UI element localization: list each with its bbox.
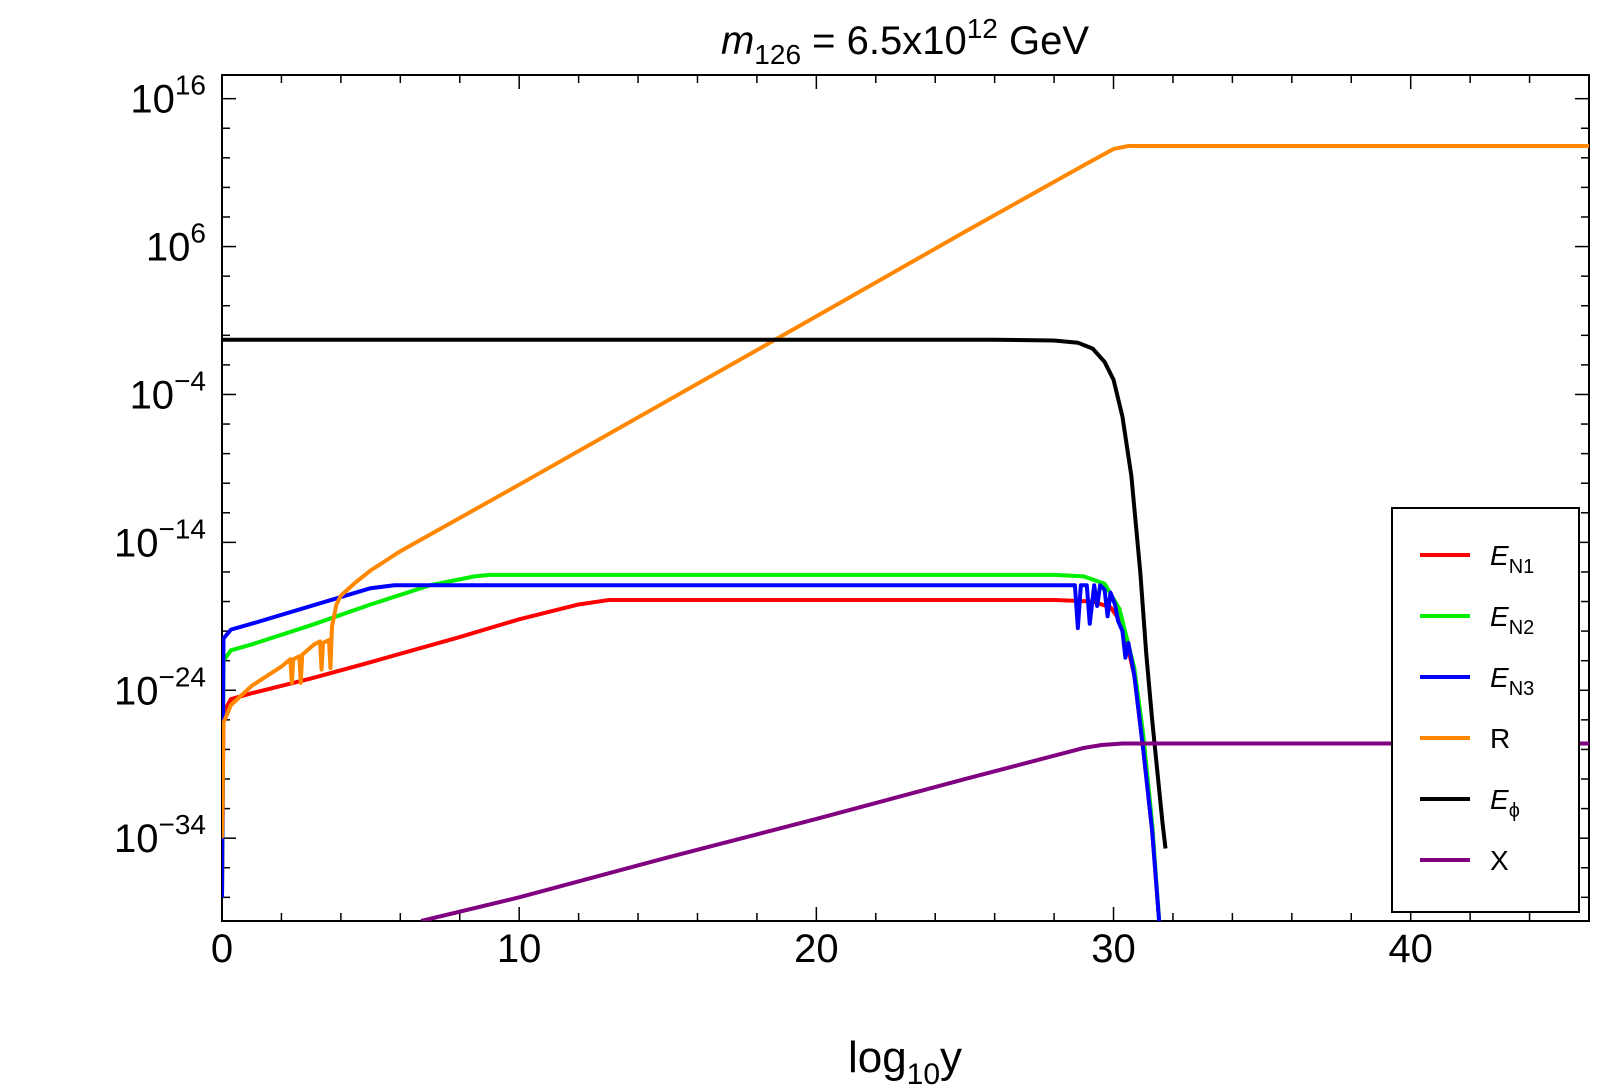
y-tick-label: 106 — [146, 218, 206, 270]
legend-label-e-n1: EN1 — [1490, 540, 1534, 578]
y-tick-label: 1016 — [130, 70, 206, 122]
x-tick-labels: 0 10 20 30 40 — [211, 927, 1433, 971]
legend: EN1 EN2 EN3 R Eϕ X — [1391, 507, 1580, 913]
series-line-e-n3 — [222, 583, 1162, 921]
legend-label-e-n3: EN3 — [1490, 662, 1534, 700]
xlabel-var: y — [940, 1033, 962, 1082]
series-line-e-n2 — [222, 572, 1162, 921]
x-tick-label: 30 — [1091, 927, 1136, 971]
legend-label-r: R — [1490, 723, 1510, 754]
legend-label-e-n2: EN2 — [1490, 601, 1534, 639]
legend-label-e-phi: Eϕ — [1490, 784, 1520, 822]
series-line-r — [222, 143, 1589, 839]
legend-label-x: X — [1490, 845, 1509, 876]
y-tick-label: 10−24 — [114, 661, 206, 713]
title-var: m — [721, 19, 754, 63]
x-tick-label: 10 — [497, 927, 542, 971]
title-sub: 126 — [754, 39, 801, 70]
xlabel-sub: 10 — [907, 1058, 940, 1091]
title-sup: 12 — [967, 13, 998, 44]
x-tick-label: 20 — [794, 927, 839, 971]
legend-box — [1391, 507, 1580, 913]
y-tick-label: 10−34 — [114, 809, 206, 861]
x-axis-title: log10y — [848, 1033, 962, 1091]
x-tick-label: 40 — [1388, 927, 1433, 971]
series-group — [222, 143, 1589, 921]
title-eq: = 6.5x10 — [801, 19, 967, 63]
x-tick-label: 0 — [211, 927, 233, 971]
series-line-e-phi — [222, 337, 1168, 849]
title-unit: GeV — [998, 19, 1089, 63]
y-tick-label: 10−4 — [130, 365, 206, 417]
axis-ticks — [221, 75, 1590, 921]
y-tick-label: 10−14 — [114, 513, 206, 565]
plot-frame — [221, 74, 1590, 922]
xlabel-base: log — [848, 1033, 907, 1082]
series-line-x — [420, 741, 1589, 921]
chart-title: m126 = 6.5x1012 GeV — [721, 13, 1089, 70]
y-tick-labels: 1016 106 10−4 10−14 10−24 10−34 — [114, 70, 206, 862]
